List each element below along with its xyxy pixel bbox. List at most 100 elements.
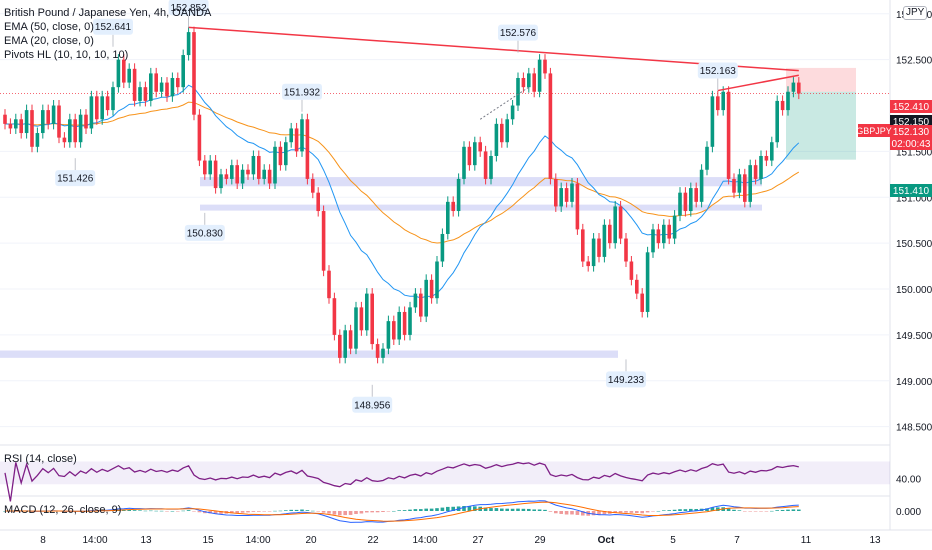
candle-body	[597, 238, 601, 257]
macd-histogram-bar	[602, 511, 607, 515]
macd-histogram-bar	[667, 510, 671, 511]
candle-body	[543, 59, 547, 74]
candle-body	[89, 96, 94, 129]
time-tick-label: 13	[869, 535, 881, 546]
candle-body	[14, 119, 18, 129]
candle-body	[564, 188, 569, 202]
candle-body	[73, 119, 77, 143]
macd-histogram-bar	[343, 511, 347, 516]
price-tick-label: 152.500	[896, 56, 932, 67]
candle-body	[246, 169, 250, 175]
candle-body	[429, 279, 434, 299]
macd-histogram-bar	[386, 511, 391, 512]
macd-histogram-bar	[624, 511, 628, 513]
time-tick-label: 15	[202, 535, 214, 546]
candle-body	[262, 169, 266, 179]
macd-histogram-bar	[321, 511, 326, 513]
macd-line	[4, 500, 799, 523]
macd-histogram-bar	[489, 508, 493, 511]
candle-body	[753, 165, 758, 179]
macd-histogram-bar	[159, 510, 164, 512]
candle-body	[343, 330, 347, 358]
candle-body	[41, 110, 45, 134]
resistance-trendline	[188, 26, 799, 72]
candle-body	[51, 105, 56, 124]
candle-body	[559, 188, 563, 207]
price-badge-label: 151.410	[893, 186, 930, 197]
pivot-label-box	[697, 62, 738, 79]
candle-body	[176, 77, 180, 88]
pivot-label: 148.956	[354, 400, 391, 411]
price-tick-label: 150.500	[896, 239, 932, 250]
candle-body	[570, 183, 574, 202]
candle-body	[548, 73, 553, 179]
candle-body	[748, 165, 752, 202]
price-badge-label: 02:00:43	[892, 139, 931, 150]
candle-body	[165, 82, 169, 97]
candle-body	[208, 160, 212, 175]
candle-body	[494, 123, 499, 156]
candle-body	[500, 123, 504, 143]
candle-body	[386, 321, 391, 349]
macd-histogram-bar	[581, 511, 585, 516]
candle-body	[197, 114, 202, 161]
candle-body	[775, 100, 779, 143]
macd-histogram-bar	[176, 511, 180, 512]
candle-body	[575, 183, 580, 230]
macd-histogram-bar	[527, 508, 531, 511]
candle-body	[316, 192, 320, 212]
macd-histogram-bar	[689, 508, 693, 511]
macd-histogram-bar	[791, 509, 796, 511]
candle-body	[154, 73, 158, 92]
candle-body	[732, 178, 736, 193]
candle-body	[3, 114, 7, 124]
macd-histogram-bar	[143, 510, 148, 512]
macd-histogram-bar	[797, 509, 801, 511]
macd-histogram-bar	[419, 509, 423, 511]
candle-body	[640, 293, 644, 312]
currency-badge[interactable]: JPY	[903, 6, 928, 20]
candle-body	[521, 77, 526, 88]
pivot-label-box	[168, 0, 209, 16]
candle-body	[138, 87, 142, 101]
candle-body	[100, 96, 104, 120]
candle-body	[62, 137, 67, 143]
candle-body	[759, 155, 763, 179]
candle-body	[516, 77, 520, 106]
candle-body	[116, 59, 121, 88]
pivot-label-box	[352, 396, 393, 413]
candle-body	[424, 279, 428, 317]
candle-body	[381, 348, 385, 358]
price-badge	[890, 125, 932, 138]
macd-histogram-bar	[516, 508, 520, 511]
macd-histogram-bar	[138, 510, 142, 511]
macd-histogram-bar	[408, 509, 412, 511]
macd-histogram-bar	[413, 509, 418, 511]
candle-body	[791, 82, 796, 92]
candle-body	[651, 229, 655, 253]
time-tick-label: 5	[670, 535, 676, 546]
candle-body	[419, 293, 423, 317]
macd-histogram-bar	[548, 511, 553, 512]
macd-histogram-bar	[122, 509, 126, 511]
macd-histogram-bar	[375, 511, 380, 513]
candle-body	[402, 311, 407, 335]
macd-histogram-bar	[618, 511, 623, 513]
time-tick-label: 14:00	[245, 535, 270, 546]
time-tick-label: 20	[305, 535, 317, 546]
macd-histogram-bar	[213, 511, 218, 514]
candle-body	[780, 100, 785, 111]
candle-body	[181, 55, 185, 88]
price-tick-label: 148.500	[896, 423, 932, 434]
ema20-legend: EMA (20, close, 0)	[4, 35, 94, 47]
candle-body	[267, 169, 272, 184]
candle-body	[678, 192, 682, 216]
candle-body	[726, 91, 731, 179]
candle-body	[554, 178, 558, 207]
macd-tick-label: 0.000	[896, 507, 921, 518]
macd-histogram-bar	[543, 509, 547, 511]
candle-body	[332, 298, 337, 335]
price-badge	[890, 137, 932, 150]
candle-body	[300, 119, 304, 152]
